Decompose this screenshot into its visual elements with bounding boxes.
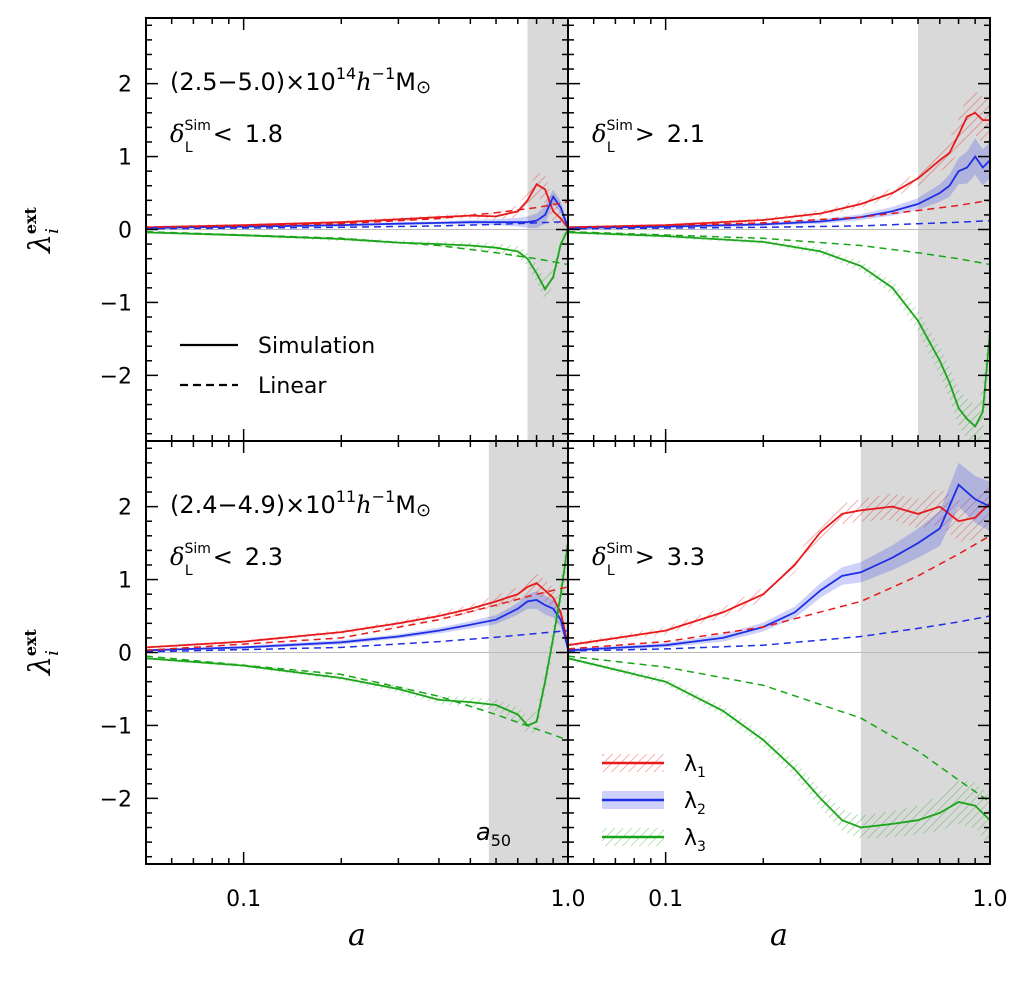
x-tick-label: 0.1: [226, 887, 261, 912]
x-tick-label: 0.1: [648, 887, 683, 912]
y-tick-label: 1: [118, 146, 132, 171]
legend-simulation-label: Simulation: [258, 334, 375, 359]
linear-line-λ2: [146, 629, 568, 653]
series-legend: λ1 λ2 λ3: [602, 752, 706, 855]
band-λ1: [568, 90, 990, 229]
linear-line-λ3: [568, 230, 990, 266]
band-λ1: [146, 573, 568, 651]
sim-line-λ3: [568, 231, 990, 428]
linear-line-λ3: [146, 655, 568, 741]
legends-group: Simulation Linear λ1 λ2 λ3: [180, 334, 706, 855]
panels-group: −2 −1 0 1 2 (2.5−5.0)×1014h−1M⊙ δSim L <1.8 δSim L…: [100, 17, 1008, 912]
x-axis-label-left: a: [348, 918, 366, 953]
delta-threshold-label: δSim L >3.3: [592, 541, 705, 579]
delta-threshold-label: δSim L >2.1: [592, 118, 705, 156]
band-λ3: [568, 231, 990, 441]
y-tick-label: 1: [118, 569, 132, 594]
y-axis-label: λiext: [21, 206, 63, 254]
legend-linear-label: Linear: [258, 374, 327, 399]
sim-line-λ1: [146, 582, 568, 649]
band-λ1: [568, 479, 990, 648]
panel-top-right: δSim L >2.1: [567, 17, 991, 442]
panel-top-left: −2 −1 0 1 2 (2.5−5.0)×1014h−1M⊙ δSim L <1.8: [100, 17, 569, 442]
ticks: [567, 18, 990, 441]
legend-series-label: λ3: [684, 826, 706, 855]
panel-bottom-left: −2 −1 0 1 2 0.1 1.0 (2.4−4.9)×1011h−1M⊙ δSim L <2.…: [100, 440, 586, 912]
sim-line-λ1: [146, 183, 568, 229]
x-tick-label: 1.0: [551, 887, 586, 912]
linestyle-legend: Simulation Linear: [180, 334, 375, 399]
delta-threshold-label: δSim L <1.8: [170, 118, 283, 156]
linear-line-λ2: [568, 615, 990, 652]
ticks: [567, 441, 990, 864]
plot-area: [146, 441, 568, 864]
linear-line-λ1: [568, 199, 990, 229]
sim-line-λ3: [568, 657, 990, 829]
y-tick-label: 2: [118, 496, 132, 521]
band-λ1: [146, 172, 568, 232]
ticks: [145, 441, 568, 864]
linear-line-λ1: [146, 586, 568, 652]
band-λ2: [568, 462, 990, 652]
plot-area: [568, 441, 990, 864]
band-λ3: [146, 225, 568, 301]
x-tick-label: 1.0: [973, 887, 1008, 912]
linear-line-λ3: [568, 655, 990, 803]
sim-line-λ2: [146, 194, 568, 229]
linear-line-λ1: [568, 535, 990, 650]
plot-area: [568, 18, 990, 441]
sim-line-λ2: [568, 155, 990, 229]
linear-line-λ3: [146, 230, 568, 266]
sim-line-λ1: [568, 111, 990, 229]
mass-range-label: (2.5−5.0)×1014h−1M⊙: [170, 64, 431, 98]
x-axis-label-right: a: [770, 918, 788, 953]
sim-line-λ1: [568, 502, 990, 647]
y-tick-label: 0: [118, 642, 132, 667]
sim-line-λ2: [568, 483, 990, 652]
legend-series-label: λ2: [684, 789, 706, 818]
linear-line-λ1: [146, 201, 568, 229]
panel-bottom-right: 0.1 1.0 δSim L >3.3: [567, 440, 1008, 912]
y-axis-label: λiext: [21, 628, 63, 676]
y-tick-label: −1: [100, 291, 132, 316]
y-tick-label: 0: [118, 219, 132, 244]
legend-series-label: λ1: [684, 752, 706, 781]
sim-line-λ3: [146, 542, 568, 727]
band-λ3: [568, 656, 990, 845]
y-tick-label: −1: [100, 714, 132, 739]
band-λ2: [146, 189, 568, 231]
sim-line-λ2: [146, 599, 568, 652]
delta-threshold-label: δSim L <2.3: [170, 541, 283, 579]
axis-labels-group: a a λiext λiext: [21, 206, 788, 953]
linear-line-λ2: [146, 220, 568, 230]
y-tick-label: −2: [100, 787, 132, 812]
a50-label: a50: [476, 818, 511, 850]
mass-range-label: (2.4−4.9)×1011h−1M⊙: [170, 487, 431, 521]
linear-line-λ2: [568, 219, 990, 230]
y-tick-label: −2: [100, 364, 132, 389]
y-tick-label: 2: [118, 73, 132, 98]
